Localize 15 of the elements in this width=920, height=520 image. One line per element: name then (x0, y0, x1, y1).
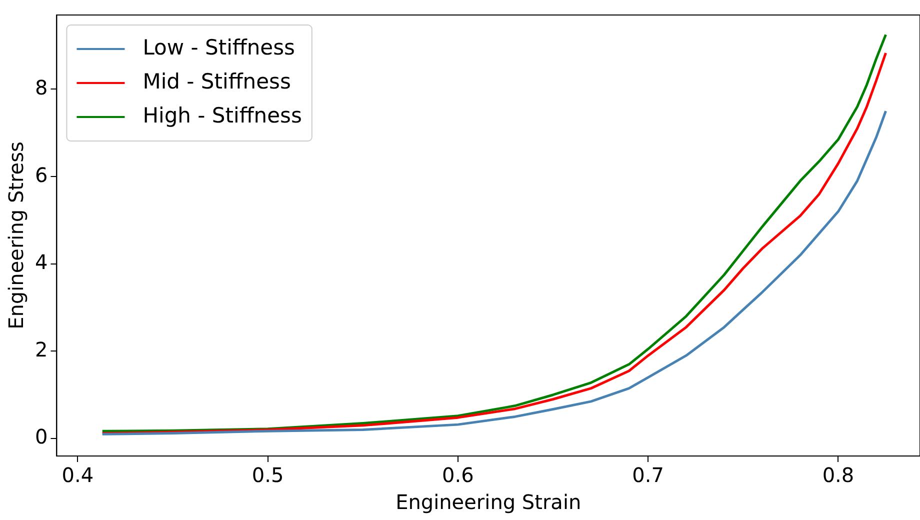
legend-label: High - Stiffness (142, 103, 302, 128)
y-tick-label: 2 (34, 337, 48, 362)
x-tick-label: 0.5 (252, 463, 284, 488)
x-tick-label: 0.4 (62, 463, 94, 488)
legend-label: Mid - Stiffness (142, 69, 291, 94)
x-axis-title: Engineering Strain (396, 490, 582, 514)
x-tick-label: 0.7 (632, 463, 664, 488)
y-tick-label: 4 (34, 250, 48, 274)
x-tick-label: 0.8 (822, 463, 854, 488)
y-axis-title: Engineering Stress (4, 142, 28, 330)
x-tick-label: 0.6 (442, 463, 474, 488)
y-tick-label: 6 (34, 162, 48, 187)
y-tick-label: 8 (34, 75, 48, 100)
legend-label: Low - Stiffness (142, 35, 295, 60)
y-tick-label: 0 (34, 424, 48, 449)
